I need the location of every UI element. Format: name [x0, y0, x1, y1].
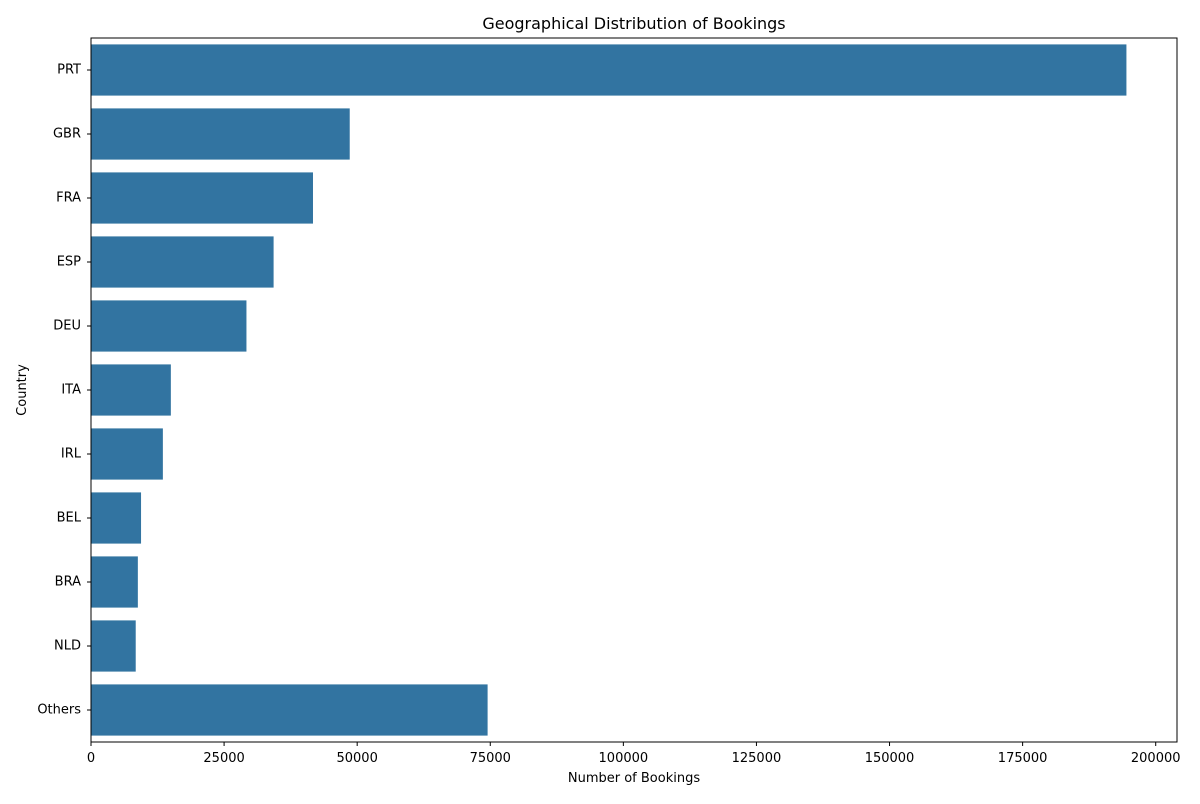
x-axis-ticks: 0 25000 50000 75000 100000 125000 150000 175000… [87, 742, 1181, 766]
bar-bra [91, 556, 138, 608]
bar-prt [91, 44, 1127, 96]
bars-group [91, 44, 1127, 736]
plot-frame [90, 37, 1178, 743]
y-tick-label: Others [37, 703, 81, 718]
bar-ita [91, 364, 171, 416]
x-tick-label: 125000 [732, 751, 782, 766]
bar-fra [91, 172, 313, 224]
bar-deu [91, 300, 247, 352]
y-tick-label: GBR [53, 127, 81, 142]
y-tick-label: NLD [54, 639, 81, 654]
y-tick-label: FRA [56, 191, 81, 206]
y-tick-label: ESP [57, 255, 81, 270]
bar-nld [91, 620, 136, 672]
x-tick-label: 25000 [203, 751, 244, 766]
y-tick-label: IRL [61, 447, 82, 462]
x-tick-label: 150000 [865, 751, 915, 766]
chart-title: Geographical Distribution of Bookings [482, 14, 785, 33]
bar-esp [91, 236, 274, 288]
y-tick-label: ITA [61, 383, 81, 398]
bar-others [91, 684, 488, 736]
x-axis-label: Number of Bookings [568, 771, 700, 786]
x-tick-label: 0 [87, 751, 95, 766]
x-tick-label: 100000 [599, 751, 649, 766]
x-tick-label: 175000 [998, 751, 1048, 766]
y-tick-label: BRA [55, 575, 81, 590]
x-tick-label: 200000 [1131, 751, 1181, 766]
y-tick-label: BEL [57, 511, 82, 526]
bar-bel [91, 492, 142, 544]
x-tick-label: 75000 [470, 751, 511, 766]
y-axis-label: Country [15, 364, 30, 416]
x-tick-label: 50000 [336, 751, 377, 766]
y-tick-label: PRT [57, 63, 81, 78]
bar-gbr [91, 108, 350, 160]
y-tick-label: DEU [53, 319, 81, 334]
bar-irl [91, 428, 163, 480]
y-axis-ticks: PRT GBR FRA ESP DEU ITA IRL BEL BRA NLD Others [37, 63, 91, 718]
